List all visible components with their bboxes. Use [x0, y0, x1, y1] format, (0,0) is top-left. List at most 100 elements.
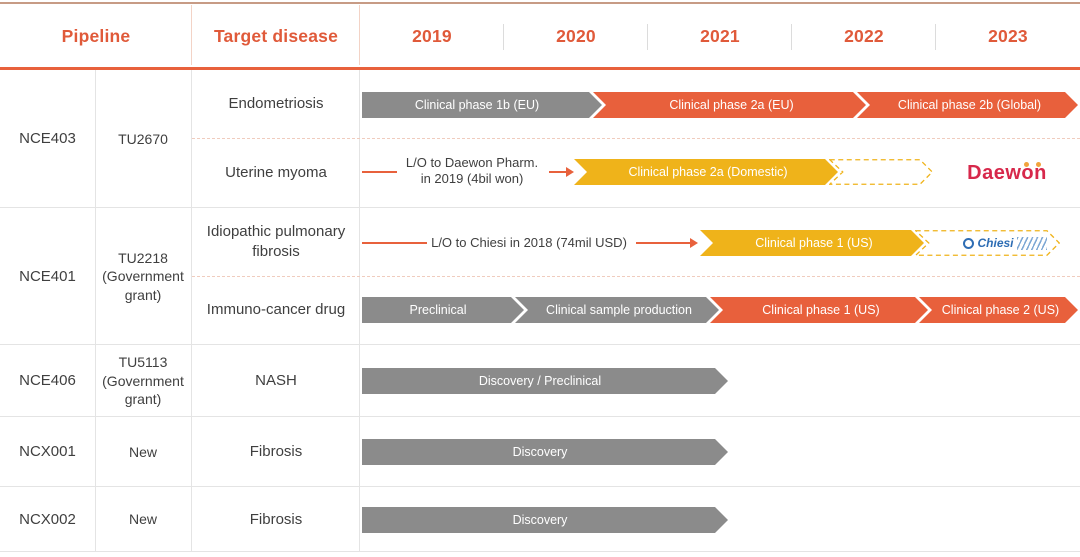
- phase-label: Preclinical: [409, 303, 467, 317]
- phase-arrow-discovery-ncx002: Discovery: [362, 507, 728, 533]
- header-underline: [0, 67, 1080, 70]
- column-divider: [191, 70, 192, 552]
- chiesi-logo-icon: [963, 237, 975, 249]
- dashed-arrow-outline: [829, 159, 933, 185]
- pipeline-code-label: NCE403: [19, 130, 76, 148]
- chiesi-logo-text: Chiesi: [977, 236, 1014, 250]
- header-year-2021: 2021: [648, 12, 792, 60]
- leader-line: [549, 171, 567, 173]
- disease-label: Immuno-cancer drug: [206, 301, 346, 319]
- note-line: in 2019 (4bil won): [420, 171, 524, 186]
- daewon-logo-dot: [1036, 162, 1041, 167]
- phase-label: Clinical phase 2a (Domestic): [628, 165, 788, 179]
- subrow-separator: [192, 276, 1080, 277]
- daewon-logo: Daewon: [952, 157, 1062, 187]
- disease-endometriosis: Endometriosis: [192, 70, 360, 138]
- compound-new-1: New: [95, 417, 191, 487]
- disease-label: NASH: [255, 372, 297, 390]
- phase-arrow-clinical-2a-domestic: Clinical phase 2a (Domestic): [574, 159, 838, 185]
- pipeline-code-ncx001: NCX001: [0, 417, 95, 487]
- year-divider: [935, 24, 936, 50]
- disease-label: Fibrosis: [249, 443, 303, 461]
- note-line: L/O to Daewon Pharm.: [405, 155, 539, 170]
- compound-new-2: New: [95, 487, 191, 552]
- disease-label: Uterine myoma: [225, 163, 327, 181]
- compound-label: TU2670: [118, 130, 168, 147]
- column-divider: [95, 70, 96, 552]
- disease-fibrosis-2: Fibrosis: [192, 487, 360, 552]
- planned-phase-arrow: [915, 230, 1060, 256]
- disease-nash: NASH: [192, 345, 360, 417]
- phase-arrow-discovery-ncx001: Discovery: [362, 439, 728, 465]
- subrow-separator: [192, 138, 1080, 139]
- disease-immuno-cancer: Immuno-cancer drug: [192, 276, 360, 344]
- phase-label: Discovery: [512, 445, 568, 459]
- row-separator: [0, 207, 1080, 208]
- dashed-arrow-outline: [915, 230, 1060, 256]
- arrow-head-icon: [690, 238, 698, 248]
- phase-label: Clinical phase 2b (Global): [897, 98, 1042, 112]
- year-divider: [503, 24, 504, 50]
- header-target-disease: Target disease: [192, 12, 360, 60]
- header-divider: [191, 5, 192, 65]
- compound-label: TU5113 (Government grant): [102, 354, 184, 408]
- phase-label: Clinical phase 1 (US): [755, 236, 873, 250]
- leader-line: [362, 171, 397, 173]
- phase-label: Clinical phase 1 (US): [762, 303, 880, 317]
- year-label: 2020: [556, 25, 596, 46]
- compound-tu5113: TU5113 (Government grant): [95, 345, 191, 417]
- compound-label: TU2218 (Government grant): [102, 249, 184, 303]
- disease-ipf: Idiopathic pulmonary fibrosis: [192, 208, 360, 276]
- row-separator: [0, 416, 1080, 417]
- year-divider: [791, 24, 792, 50]
- phase-arrow-clinical-2-us-immuno: Clinical phase 2 (US): [919, 297, 1078, 323]
- pipeline-code-nce406: NCE406: [0, 345, 95, 417]
- column-divider: [359, 70, 360, 552]
- license-note-chiesi: L/O to Chiesi in 2018 (74mil USD): [429, 235, 629, 251]
- phase-arrow-clinical-2b-global: Clinical phase 2b (Global): [857, 92, 1078, 118]
- disease-label: Fibrosis: [249, 510, 303, 528]
- leader-line: [636, 242, 690, 244]
- pipeline-code-label: NCE401: [19, 267, 76, 285]
- disease-label: Endometriosis: [228, 95, 324, 113]
- phase-label: Clinical phase 2 (US): [941, 303, 1060, 317]
- row-separator: [0, 486, 1080, 487]
- pipeline-code-nce401: NCE401: [0, 208, 95, 345]
- pipeline-code-label: NCE406: [19, 372, 76, 390]
- year-label: 2019: [412, 25, 452, 46]
- header-pipeline-label: Pipeline: [61, 25, 131, 46]
- top-border-line: [0, 2, 1080, 4]
- phase-arrow-clinical-2a-eu: Clinical phase 2a (EU): [593, 92, 866, 118]
- phase-label: Clinical phase 1b (EU): [414, 98, 540, 112]
- leader-line: [362, 242, 427, 244]
- disease-fibrosis-1: Fibrosis: [192, 417, 360, 487]
- compound-tu2670: TU2670: [95, 70, 191, 208]
- note-line: L/O to Chiesi in 2018 (74mil USD): [431, 235, 627, 250]
- header-year-2023: 2023: [936, 12, 1080, 60]
- header-divider: [359, 5, 360, 65]
- chiesi-logo: Chiesi: [945, 234, 1065, 252]
- phase-label: Discovery / Preclinical: [478, 374, 602, 388]
- arrow-head-icon: [566, 167, 574, 177]
- year-label: 2021: [700, 25, 740, 46]
- daewon-logo-dot: [1024, 162, 1029, 167]
- pipeline-code-ncx002: NCX002: [0, 487, 95, 552]
- phase-arrow-discovery-preclinical: Discovery / Preclinical: [362, 368, 728, 394]
- compound-label: New: [128, 511, 157, 528]
- header-year-2022: 2022: [792, 12, 936, 60]
- phase-arrow-preclinical: Preclinical: [362, 297, 524, 323]
- pipeline-code-label: NCX001: [19, 443, 76, 461]
- daewon-logo-text: Daewon: [967, 162, 1047, 184]
- header-year-2019: 2019: [360, 12, 504, 60]
- pipeline-code-label: NCX002: [19, 510, 76, 528]
- row-separator: [0, 344, 1080, 345]
- phase-label: Clinical sample production: [546, 303, 692, 317]
- phase-arrow-clinical-1-us-immuno: Clinical phase 1 (US): [710, 297, 928, 323]
- disease-uterine-myoma: Uterine myoma: [192, 138, 360, 207]
- year-label: 2022: [844, 25, 884, 46]
- compound-tu2218: TU2218 (Government grant): [95, 208, 191, 345]
- header-year-2020: 2020: [504, 12, 648, 60]
- phase-label: Discovery: [512, 513, 568, 527]
- license-note-daewon: L/O to Daewon Pharm. in 2019 (4bil won): [396, 155, 548, 187]
